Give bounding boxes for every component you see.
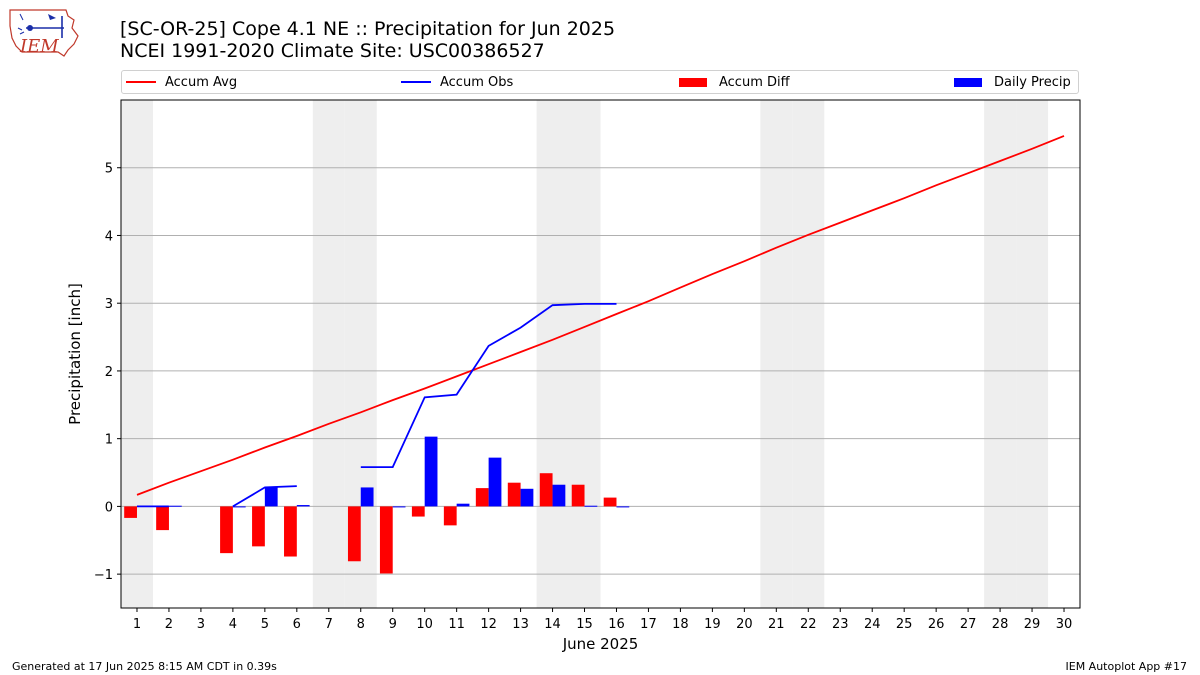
accum-diff-bar — [443, 506, 457, 526]
x-tick-label: 23 — [832, 617, 849, 632]
daily-precip-bar — [456, 503, 470, 507]
x-tick-label: 9 — [389, 617, 397, 632]
legend-label-accum-avg: Accum Avg — [165, 74, 238, 90]
weekend-band — [312, 100, 345, 608]
x-tick-label: 29 — [1024, 617, 1041, 632]
x-tick-label: 3 — [197, 617, 205, 632]
weekend-band — [984, 100, 1017, 608]
x-tick-label: 17 — [640, 617, 657, 632]
x-tick-label: 7 — [325, 617, 333, 632]
x-tick-label: 8 — [357, 617, 365, 632]
daily-precip-bar — [616, 506, 630, 508]
x-tick-label: 1 — [133, 617, 141, 632]
accum-diff-bar — [475, 488, 489, 507]
accum-diff-bar — [252, 506, 265, 547]
x-tick-label: 24 — [864, 617, 881, 632]
accum-diff-bar — [284, 506, 297, 557]
footer-generated-text: Generated at 17 Jun 2025 8:15 AM CDT in … — [12, 660, 277, 673]
legend-swatch-accum-diff — [679, 77, 707, 87]
accum-diff-bar — [347, 506, 361, 562]
x-tick-label: 10 — [416, 617, 433, 632]
logo-text: IEM — [19, 36, 59, 57]
accum-diff-bar — [603, 497, 617, 507]
legend-label-accum-diff: Accum Diff — [719, 74, 790, 90]
y-tick-label: 1 — [105, 433, 113, 448]
accum-diff-bar — [539, 473, 553, 507]
daily-precip-bar — [360, 487, 374, 507]
x-tick-label: 4 — [229, 617, 237, 632]
x-tick-label: 12 — [480, 617, 497, 632]
legend-item-accum-obs: Accum Obs — [401, 71, 513, 93]
x-tick-label: 14 — [544, 617, 561, 632]
daily-precip-bar — [296, 505, 310, 507]
y-tick-label: 5 — [105, 162, 113, 177]
x-tick-label: 27 — [960, 617, 977, 632]
daily-precip-bar — [552, 484, 566, 507]
legend-item-daily-precip: Daily Precip — [954, 71, 1071, 93]
weekend-band — [121, 100, 153, 608]
x-tick-label: 16 — [608, 617, 625, 632]
accum-obs-line — [232, 485, 297, 508]
weekend-band — [568, 100, 601, 608]
legend-swatch-accum-obs — [401, 81, 431, 83]
accum-obs-line — [360, 302, 617, 469]
x-tick-label: 13 — [512, 617, 529, 632]
x-tick-label: 5 — [261, 617, 269, 632]
weekend-band — [792, 100, 825, 608]
x-tick-label: 26 — [928, 617, 945, 632]
x-tick-label: 25 — [896, 617, 913, 632]
weekend-band — [1016, 100, 1049, 608]
y-tick-label: −1 — [94, 568, 113, 583]
accum-diff-bar — [379, 506, 393, 574]
legend: Accum Avg Accum Obs Accum Diff Daily Pre… — [121, 70, 1079, 94]
accum-diff-bar — [124, 506, 137, 518]
daily-precip-bar — [232, 506, 246, 508]
daily-precip-bar — [520, 488, 534, 507]
x-tick-label: 30 — [1056, 617, 1073, 632]
x-tick-label: 6 — [293, 617, 301, 632]
accum-diff-bar — [507, 482, 521, 507]
x-tick-label: 22 — [800, 617, 817, 632]
legend-label-daily-precip: Daily Precip — [994, 74, 1071, 90]
legend-item-accum-diff: Accum Diff — [679, 71, 790, 93]
daily-precip-bar — [392, 506, 406, 508]
accum-diff-bar — [571, 484, 585, 507]
footer-app-label: IEM Autoplot App #17 — [1065, 660, 1188, 673]
daily-precip-bar — [264, 487, 278, 507]
x-tick-label: 20 — [736, 617, 753, 632]
y-axis-label: Precipitation [inch] — [66, 283, 84, 425]
weekend-band — [760, 100, 793, 608]
accum-diff-bar — [156, 506, 169, 531]
weekend-band — [536, 100, 569, 608]
accum-diff-bar — [411, 506, 425, 517]
legend-swatch-daily-precip — [954, 77, 982, 87]
daily-precip-bar — [488, 457, 502, 507]
y-tick-label: 4 — [105, 229, 113, 244]
daily-precip-bar — [584, 505, 598, 507]
daily-precip-bar — [424, 436, 438, 507]
y-tick-label: 0 — [105, 500, 113, 515]
legend-label-accum-obs: Accum Obs — [440, 74, 514, 90]
x-tick-label: 11 — [448, 617, 465, 632]
x-tick-label: 2 — [165, 617, 173, 632]
x-tick-label: 18 — [672, 617, 689, 632]
legend-item-accum-avg: Accum Avg — [126, 71, 237, 93]
chart-title: [SC-OR-25] Cope 4.1 NE :: Precipitation … — [120, 18, 616, 40]
y-tick-label: 3 — [105, 297, 113, 312]
iem-logo: IEM — [9, 9, 79, 57]
y-tick-label: 2 — [105, 365, 113, 380]
x-tick-label: 28 — [992, 617, 1009, 632]
x-tick-label: 15 — [576, 617, 593, 632]
chart-subtitle: NCEI 1991-2020 Climate Site: USC00386527 — [120, 40, 545, 62]
legend-swatch-accum-avg — [126, 81, 156, 83]
x-axis-label: June 2025 — [562, 635, 639, 653]
accum-avg-line — [136, 135, 1065, 496]
daily-precip-bar — [168, 505, 182, 507]
x-tick-label: 19 — [704, 617, 721, 632]
accum-diff-bar — [220, 506, 233, 554]
plot-frame — [120, 99, 1081, 609]
x-tick-label: 21 — [768, 617, 785, 632]
